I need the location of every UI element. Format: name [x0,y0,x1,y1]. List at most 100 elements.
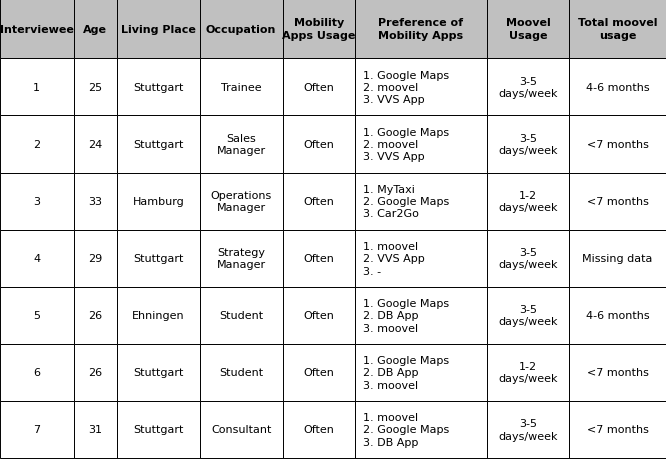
Bar [355,0,487,59]
Bar [355,59,487,116]
Text: Operations
Manager: Operations Manager [210,190,272,213]
Text: Ehningen: Ehningen [132,311,184,320]
Bar [200,173,282,230]
Text: 3-5
days/week: 3-5 days/week [498,304,557,327]
Bar [117,0,200,59]
Text: 4: 4 [33,254,41,263]
Text: Often: Often [303,311,334,320]
Bar [487,116,569,173]
Text: 33: 33 [89,197,103,206]
Text: Often: Often [303,425,334,434]
Text: Stuttgart: Stuttgart [133,368,184,377]
Text: 26: 26 [89,368,103,377]
Text: Stuttgart: Stuttgart [133,83,184,93]
Text: Age: Age [83,25,107,35]
Bar [74,59,117,116]
Bar [282,401,355,458]
Bar [74,173,117,230]
Bar [569,401,666,458]
Text: Student: Student [219,368,263,377]
Bar [487,230,569,287]
Text: Total moovel
usage: Total moovel usage [578,19,657,41]
Text: <7 months: <7 months [587,425,649,434]
Bar [487,344,569,401]
Text: 1-2
days/week: 1-2 days/week [498,190,557,213]
Text: Trainee: Trainee [221,83,262,93]
Bar [569,0,666,59]
Bar [487,173,569,230]
Text: Student: Student [219,311,263,320]
Bar [282,0,355,59]
Bar [0,59,74,116]
Text: <7 months: <7 months [587,368,649,377]
Bar [569,230,666,287]
Bar [74,401,117,458]
Bar [282,344,355,401]
Bar [0,173,74,230]
Text: Missing data: Missing data [583,254,653,263]
Bar [0,401,74,458]
Text: 1. Google Maps
2. DB App
3. moovel: 1. Google Maps 2. DB App 3. moovel [363,355,449,390]
Bar [0,287,74,344]
Bar [200,0,282,59]
Bar [200,287,282,344]
Text: 1. moovel
2. Google Maps
3. DB App: 1. moovel 2. Google Maps 3. DB App [363,412,449,447]
Bar [117,230,200,287]
Bar [487,59,569,116]
Text: 2: 2 [33,140,41,150]
Text: 1-2
days/week: 1-2 days/week [498,361,557,384]
Bar [282,287,355,344]
Bar [569,287,666,344]
Bar [487,0,569,59]
Text: Preference of
Mobility Apps: Preference of Mobility Apps [378,19,463,41]
Text: 3: 3 [33,197,41,206]
Text: <7 months: <7 months [587,140,649,150]
Bar [0,344,74,401]
Text: 3-5
days/week: 3-5 days/week [498,247,557,270]
Text: Hamburg: Hamburg [133,197,184,206]
Bar [74,287,117,344]
Bar [200,230,282,287]
Bar [200,59,282,116]
Bar [355,116,487,173]
Bar [0,230,74,287]
Text: 29: 29 [88,254,103,263]
Bar [282,230,355,287]
Text: Stuttgart: Stuttgart [133,425,184,434]
Bar [200,344,282,401]
Text: 1: 1 [33,83,41,93]
Bar [569,116,666,173]
Text: 7: 7 [33,425,41,434]
Bar [282,59,355,116]
Text: Often: Often [303,140,334,150]
Text: Often: Often [303,254,334,263]
Bar [569,344,666,401]
Bar [117,59,200,116]
Text: 3-5
days/week: 3-5 days/week [498,76,557,99]
Text: 3-5
days/week: 3-5 days/week [498,418,557,441]
Bar [117,401,200,458]
Text: 3-5
days/week: 3-5 days/week [498,133,557,156]
Text: Often: Often [303,83,334,93]
Text: Interviewee: Interviewee [0,25,74,35]
Text: Often: Often [303,368,334,377]
Bar [355,173,487,230]
Text: 5: 5 [33,311,41,320]
Bar [355,401,487,458]
Text: 26: 26 [89,311,103,320]
Bar [282,116,355,173]
Bar [282,173,355,230]
Text: Mobility
Apps Usage: Mobility Apps Usage [282,19,356,41]
Text: 4-6 months: 4-6 months [586,311,649,320]
Text: 1. moovel
2. VVS App
3. -: 1. moovel 2. VVS App 3. - [363,241,424,276]
Text: 25: 25 [89,83,103,93]
Bar [74,344,117,401]
Text: Often: Often [303,197,334,206]
Text: 1. Google Maps
2. moovel
3. VVS App: 1. Google Maps 2. moovel 3. VVS App [363,70,449,105]
Text: Consultant: Consultant [211,425,271,434]
Bar [569,59,666,116]
Text: 6: 6 [33,368,41,377]
Bar [74,116,117,173]
Bar [74,0,117,59]
Text: <7 months: <7 months [587,197,649,206]
